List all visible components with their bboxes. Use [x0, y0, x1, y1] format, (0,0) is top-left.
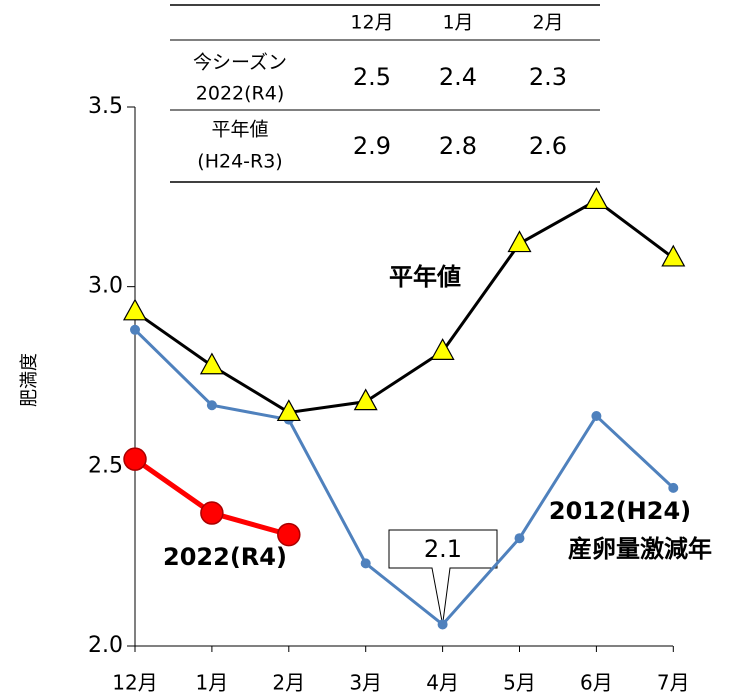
x-tick-label: 5月 — [503, 671, 536, 695]
marker — [430, 338, 455, 360]
x-tick-label: 3月 — [349, 671, 382, 695]
marker — [668, 482, 679, 493]
marker — [360, 558, 371, 569]
table-header: 1月 — [442, 12, 473, 34]
y-tick-label: 3.0 — [88, 274, 123, 299]
cell: 2.8 — [439, 132, 477, 160]
table — [170, 4, 600, 183]
marker — [353, 388, 378, 411]
cell: 2.5 — [353, 63, 391, 91]
cell: 2.3 — [529, 63, 567, 91]
marker — [199, 352, 224, 375]
marker — [514, 533, 525, 544]
marker — [122, 298, 148, 321]
x-tick-label: 2月 — [272, 671, 305, 695]
marker — [200, 501, 224, 525]
row-label: 2022(R4) — [196, 83, 284, 105]
marker — [276, 399, 301, 422]
marker — [661, 244, 686, 267]
annotation: 2.1 — [424, 535, 462, 563]
table-header: 12月 — [350, 12, 393, 34]
table-header: 2月 — [532, 12, 563, 34]
series-label: 平年値 — [389, 263, 461, 291]
series-line — [133, 328, 675, 627]
y-tick-label: 2.5 — [88, 453, 123, 478]
cell: 2.9 — [353, 132, 391, 160]
series-note: 産卵量激減年 — [568, 535, 712, 563]
marker — [584, 187, 609, 210]
x-tick-label: 6月 — [580, 671, 613, 695]
marker — [437, 619, 448, 630]
marker — [130, 324, 140, 335]
callout-box — [388, 529, 498, 625]
marker — [277, 522, 301, 547]
cell: 2.6 — [529, 132, 567, 160]
y-axis-label: 肥満度 — [19, 353, 40, 407]
y-tick-label: 3.5 — [88, 94, 123, 119]
marker — [591, 411, 602, 422]
series-label: 2012(H24) — [549, 497, 691, 525]
x-tick-label: 4月 — [426, 671, 459, 695]
y-tick-label: 2.0 — [88, 633, 123, 658]
marker — [123, 447, 147, 471]
cell: 2.4 — [439, 63, 477, 91]
marker — [206, 400, 217, 411]
row-label: (H24-R3) — [197, 151, 282, 173]
series-label: 2022(R4) — [163, 543, 287, 571]
row-label: 今シーズン — [193, 52, 287, 74]
marker — [507, 230, 532, 253]
series-line — [134, 198, 675, 414]
row-label: 平年値 — [211, 119, 268, 141]
x-tick-label: 1月 — [196, 671, 229, 695]
x-tick-label: 12月 — [112, 671, 157, 695]
x-tick-label: 7月 — [657, 671, 690, 695]
